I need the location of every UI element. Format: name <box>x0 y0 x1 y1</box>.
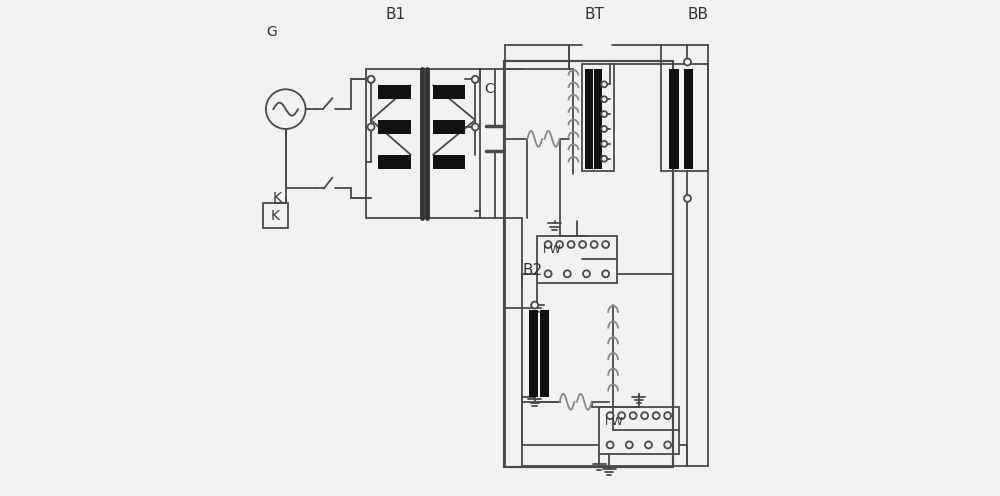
Bar <box>504 61 673 467</box>
Bar <box>366 69 480 218</box>
Bar <box>599 407 679 454</box>
Bar <box>582 64 614 171</box>
Circle shape <box>607 412 614 419</box>
Bar <box>661 64 708 171</box>
Circle shape <box>641 412 648 419</box>
Bar <box>263 203 288 228</box>
Bar <box>540 310 549 397</box>
Circle shape <box>266 89 306 129</box>
Circle shape <box>601 126 607 132</box>
Bar <box>529 310 538 397</box>
Circle shape <box>368 76 375 83</box>
Circle shape <box>583 270 590 277</box>
Circle shape <box>626 441 633 448</box>
Text: K: K <box>271 209 280 223</box>
Bar <box>378 120 411 134</box>
Circle shape <box>664 412 671 419</box>
Circle shape <box>545 241 552 248</box>
Circle shape <box>653 412 660 419</box>
Circle shape <box>602 241 609 248</box>
Circle shape <box>684 59 691 65</box>
Circle shape <box>601 156 607 162</box>
Text: B2: B2 <box>522 263 542 278</box>
Circle shape <box>545 270 552 277</box>
Circle shape <box>684 195 691 202</box>
Bar <box>433 85 465 99</box>
Bar <box>433 120 465 134</box>
Text: I W: I W <box>605 417 623 427</box>
Circle shape <box>531 302 538 309</box>
Circle shape <box>630 412 637 419</box>
Text: C: C <box>484 82 494 96</box>
Circle shape <box>601 141 607 147</box>
Circle shape <box>368 124 375 130</box>
Circle shape <box>664 441 671 448</box>
Circle shape <box>472 124 479 130</box>
Bar <box>594 69 602 169</box>
Circle shape <box>602 270 609 277</box>
Circle shape <box>472 76 479 83</box>
Bar <box>585 69 593 169</box>
Circle shape <box>564 270 571 277</box>
Bar <box>433 155 465 169</box>
Bar <box>684 69 693 169</box>
Bar <box>378 155 411 169</box>
Text: BT: BT <box>584 7 604 22</box>
Circle shape <box>591 241 598 248</box>
Bar <box>537 236 617 283</box>
Circle shape <box>607 441 614 448</box>
Circle shape <box>601 81 607 87</box>
Text: I W: I W <box>543 246 561 255</box>
Bar <box>669 69 679 169</box>
Circle shape <box>368 76 375 83</box>
Circle shape <box>568 241 575 248</box>
Text: K: K <box>272 191 281 205</box>
Text: BB: BB <box>688 7 709 22</box>
Text: B1: B1 <box>386 7 406 22</box>
Text: G: G <box>266 25 277 39</box>
Bar <box>378 85 411 99</box>
Circle shape <box>601 96 607 102</box>
Circle shape <box>618 412 625 419</box>
Circle shape <box>601 111 607 117</box>
Circle shape <box>579 241 586 248</box>
Circle shape <box>645 441 652 448</box>
Circle shape <box>556 241 563 248</box>
